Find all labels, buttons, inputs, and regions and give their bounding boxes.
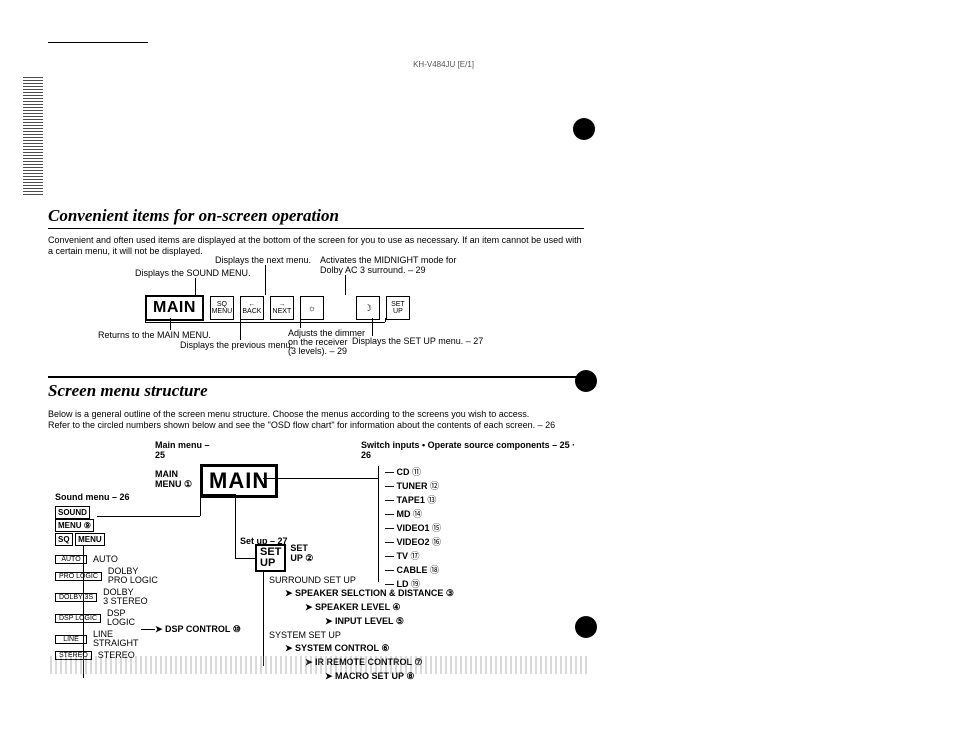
line (97, 516, 200, 517)
osd-sq-menu-icon: SQMENU (210, 296, 234, 320)
sound-menu-box2: MENU ⑨ (55, 519, 94, 532)
line (385, 318, 386, 322)
setup-lbl: SETUP ② (290, 544, 313, 564)
input-item: — VIDEO1 ⑮ (385, 521, 441, 534)
scan-artifact-bottom (50, 656, 590, 674)
sound-col: AUTOAUTO PRO LOGICDOLBYPRO LOGIC DOLBY 3SD… (55, 552, 195, 663)
sound-menu-boxes: SOUND MENU ⑨ SQ MENU (55, 506, 105, 546)
osd-setup-icon: SETUP (386, 296, 410, 320)
top-rule (48, 42, 148, 43)
main-menu-hdr: Main menu – 25 (155, 440, 221, 460)
sound-item: PRO LOGICDOLBYPRO LOGIC (55, 567, 195, 585)
osd-row: MAIN SQMENU ←BACK →NEXT ☼ ☽ SETUP (145, 295, 410, 321)
line (195, 278, 196, 295)
annot-midnight1: Activates the MIDNIGHT mode for (320, 255, 456, 265)
annot-return: Returns to the MAIN MENU. (98, 330, 211, 340)
line (235, 558, 255, 559)
annot-sound: Displays the SOUND MENU. (135, 268, 251, 278)
sound-menu-box1: SOUND (55, 506, 90, 519)
punch-dot-top (573, 118, 595, 140)
osd-back-icon: ←BACK (240, 296, 264, 320)
line (145, 322, 385, 323)
surround-setup: SURROUND SET UP (269, 575, 454, 585)
osd-next-icon: →NEXT (270, 296, 294, 320)
sound-item: DOLBY 3SDOLBY3 STEREO (55, 588, 195, 606)
osd-main-box: MAIN (145, 295, 204, 321)
section2-title: Screen menu structure (48, 381, 584, 403)
line (170, 318, 171, 330)
input-item: — CD ⑪ (385, 465, 441, 478)
dsp-control: ➤ DSP CONTROL ⑩ (155, 624, 241, 635)
setup-box: SETUP (255, 544, 286, 572)
line (200, 494, 235, 495)
input-item: — TAPE1 ⑬ (385, 493, 441, 506)
main-box-wrap: MAIN (200, 464, 278, 498)
line (263, 478, 378, 479)
scan-artifact-left (23, 75, 43, 195)
line (300, 318, 301, 328)
annot-dim3: (3 levels). – 29 (288, 346, 347, 356)
input-lvl: INPUT LEVEL ⑤ (325, 616, 454, 627)
annot-setup: Displays the SET UP menu. – 27 (352, 336, 483, 346)
setup-box-row: SETUP SETUP ② (255, 544, 454, 572)
speaker-sel: SPEAKER SELCTION & DISTANCE ③ (285, 588, 454, 599)
sound-menu-box3: SQ (55, 533, 73, 546)
line (200, 494, 201, 516)
line (240, 318, 241, 340)
main-box: MAIN (200, 464, 278, 498)
main-menu-label: MAINMENU ① (155, 470, 192, 490)
sound-menu-box4: MENU (75, 533, 105, 546)
section-screen-menu-structure: Screen menu structure Below is a general… (48, 381, 584, 432)
speaker-lvl: SPEAKER LEVEL ④ (305, 602, 454, 613)
line (265, 265, 266, 295)
annot-midnight2: Dolby AC 3 surround. – 29 (320, 265, 426, 275)
osd-dimmer-icon: ☼ (300, 296, 324, 320)
switch-inputs-hdr: Switch inputs • Operate source component… (361, 440, 584, 460)
line (141, 629, 155, 630)
input-item: — TUNER ⑫ (385, 479, 441, 492)
system-control: SYSTEM CONTROL ⑥ (285, 643, 454, 654)
struct-headers: Main menu – 25 Switch inputs • Operate s… (55, 440, 584, 460)
sound-item: AUTOAUTO (55, 555, 195, 564)
header-code: KH-V484JU [E/1] (413, 60, 474, 69)
line (235, 494, 236, 558)
line (372, 318, 373, 336)
line (345, 275, 346, 295)
section1-title: Convenient items for on-screen operation (48, 206, 584, 229)
osd-midnight-icon: ☽ (356, 296, 380, 320)
system-setup: SYSTEM SET UP (269, 630, 454, 640)
annot-next: Displays the next menu. (215, 255, 311, 265)
section2-rule (48, 376, 584, 378)
line (263, 572, 264, 666)
line (145, 318, 146, 322)
section2-desc2: Refer to the circled numbers shown below… (48, 420, 584, 431)
annot-prev: Displays the previous menu. (180, 340, 293, 350)
section1-desc: Convenient and often used items are disp… (48, 235, 584, 258)
input-item: — MD ⑭ (385, 507, 441, 520)
section-convenient-items: Convenient items for on-screen operation… (48, 206, 584, 258)
page: KH-V484JU [E/1] Convenient items for on-… (0, 0, 954, 738)
section2-desc1: Below is a general outline of the screen… (48, 409, 584, 420)
sound-menu-hdr: Sound menu – 26 (55, 492, 130, 502)
